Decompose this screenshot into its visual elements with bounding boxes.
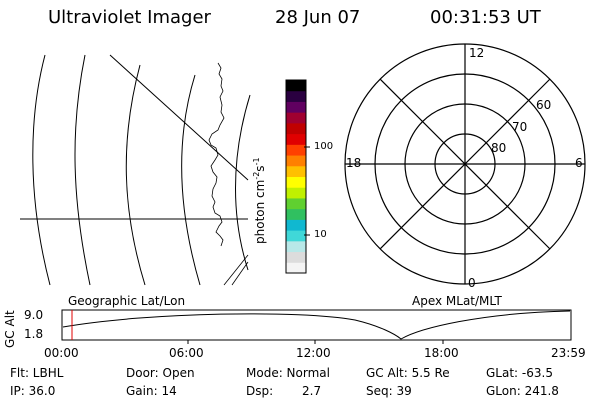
status-ip: IP: 36.0 [10, 384, 56, 398]
colorbar-segment [286, 251, 306, 263]
colorbar-unit: photon cm-2s-1 [252, 157, 267, 244]
colorbar-segment [286, 262, 306, 274]
x-tick-label-3: 18:00 [424, 346, 459, 360]
status-mode: Mode: Normal [246, 366, 330, 380]
polar-diag-2 [379, 78, 551, 250]
lon-line-diagonal [109, 54, 249, 181]
colorbar-segment [286, 80, 306, 92]
date-label: 28 Jun 07 [275, 7, 361, 28]
altitude-ylabel: GC Alt [3, 310, 17, 348]
coastline [208, 62, 225, 247]
lat-arc-2 [74, 54, 91, 286]
x-tick-label-0: 00:00 [44, 346, 79, 360]
altitude-curve [62, 310, 571, 340]
colorbar-segment [286, 133, 306, 145]
mlat-label-80: 80 [491, 141, 507, 155]
x-tick-label-2: 12:00 [296, 346, 331, 360]
mlat-label-60: 60 [536, 98, 552, 112]
colorbar-segment [286, 122, 306, 135]
status-door: Door: Open [126, 366, 195, 380]
status-flt: Flt: LBHL [10, 366, 64, 380]
colorbar-segment [286, 90, 306, 102]
altitude-plot [61, 309, 572, 344]
status-glat: GLat: -63.5 [486, 366, 553, 380]
apex-label: Apex MLat/MLT [412, 294, 502, 308]
geographic-map [20, 54, 251, 286]
colorbar-segment [286, 112, 306, 124]
status-seq: Seq: 39 [366, 384, 412, 398]
mlat-label-70: 70 [512, 120, 528, 134]
x-tick-label-1: 06:00 [169, 346, 204, 360]
status-glon: GLon: 241.8 [486, 384, 559, 398]
status-dsp-value: 2.7 [302, 384, 322, 398]
mlt-label-6: 6 [575, 156, 583, 170]
colorbar-label-10: 10 [314, 229, 327, 240]
colorbar-segment [286, 187, 306, 199]
colorbar-segment [286, 144, 306, 156]
colorbar-segment [286, 101, 306, 113]
coast-edge-1 [223, 254, 249, 286]
altitude-ymin: 1.8 [24, 327, 44, 341]
lat-arc-4 [181, 74, 201, 286]
coast-edge-2 [231, 261, 249, 286]
status-gain: Gain: 14 [126, 384, 177, 398]
geographic-label: Geographic Lat/Lon [68, 294, 186, 308]
lat-arc-1 [32, 54, 51, 286]
altitude-frame [61, 309, 572, 341]
colorbar-segment [286, 240, 306, 253]
lat-arc-3 [125, 64, 146, 286]
altitude-ymax: 9.0 [24, 308, 44, 322]
colorbar-segment [286, 155, 306, 167]
colorbar-frame [285, 79, 307, 274]
colorbar [285, 79, 310, 274]
colorbar-segment [286, 230, 306, 242]
mlt-label-0: 0 [468, 276, 476, 290]
x-tick-label-4: 23:59 [551, 346, 586, 360]
status-dsp-label: Dsp: [246, 384, 274, 398]
instrument-title: Ultraviolet Imager [48, 7, 211, 28]
colorbar-segment [286, 197, 306, 210]
colorbar-segment [286, 208, 306, 220]
colorbar-segment [286, 176, 306, 188]
colorbar-label-100: 100 [314, 141, 334, 152]
mlt-label-18: 18 [346, 156, 362, 170]
polar-plot [344, 43, 586, 285]
mlt-label-12: 12 [469, 46, 485, 60]
colorbar-segment [286, 165, 306, 177]
time-label: 00:31:53 UT [430, 7, 541, 28]
colorbar-segment [286, 219, 306, 231]
lat-arc-5 [235, 94, 251, 271]
status-gc-alt: GC Alt: 5.5 Re [366, 366, 450, 380]
